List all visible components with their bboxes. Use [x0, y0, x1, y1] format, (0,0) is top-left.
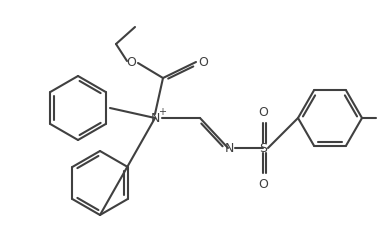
Text: S: S — [259, 141, 267, 154]
Text: N: N — [224, 142, 234, 155]
Text: O: O — [198, 56, 208, 68]
Text: N: N — [150, 111, 160, 124]
Text: +: + — [158, 107, 166, 117]
Text: O: O — [258, 106, 268, 119]
Text: O: O — [126, 57, 136, 70]
Text: O: O — [258, 178, 268, 190]
